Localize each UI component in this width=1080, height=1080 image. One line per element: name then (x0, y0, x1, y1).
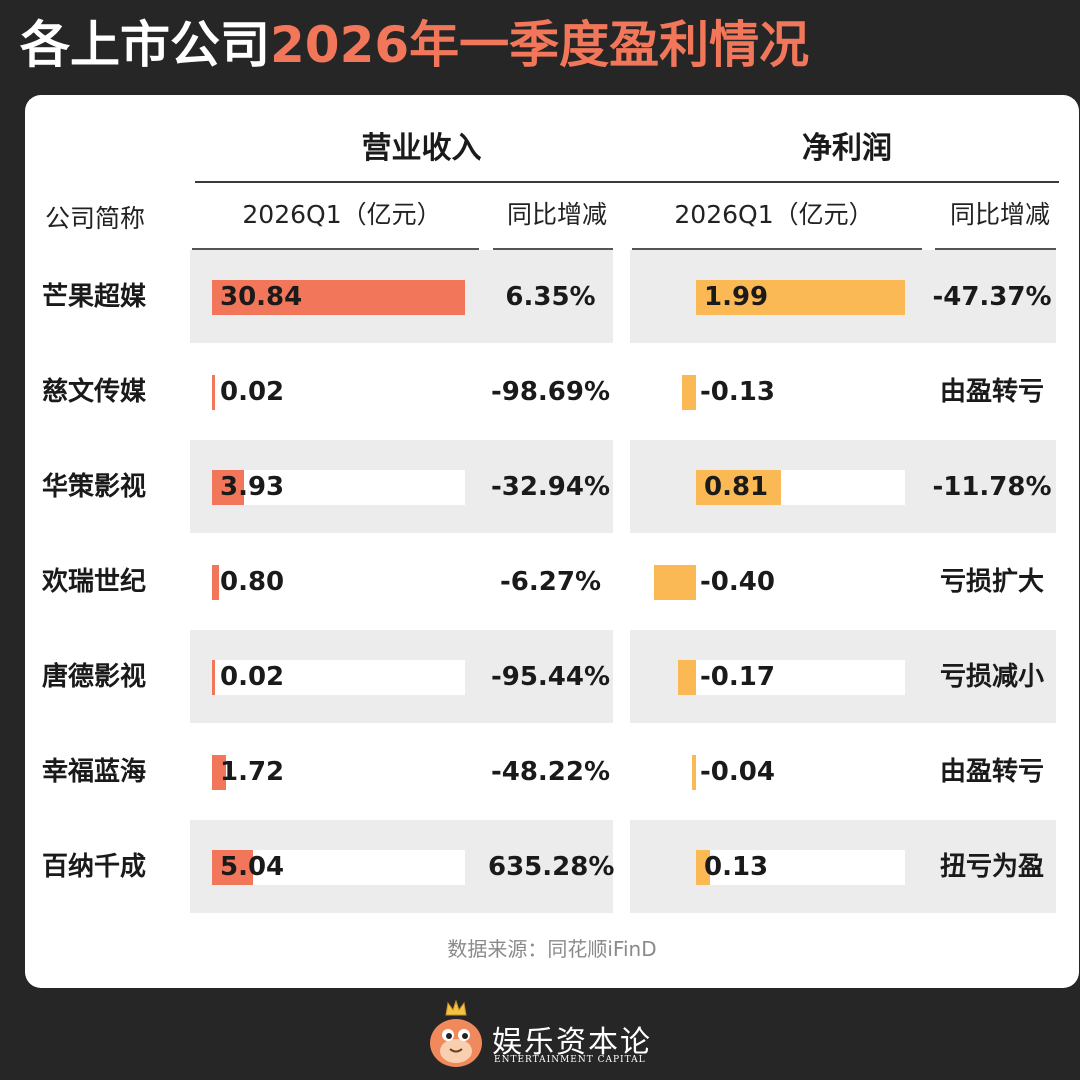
company-name: 芒果超媒 (42, 281, 147, 312)
revenue-bar-cell: 5.04 (212, 849, 465, 885)
profit-value-label: -0.13 (700, 376, 775, 407)
revenue-bar (212, 659, 215, 695)
profit-bar-cell: -0.04 (655, 754, 905, 790)
profit-value-label: 0.81 (704, 471, 769, 502)
revenue-bar (212, 754, 227, 790)
profit-group-header: 净利润 (802, 131, 892, 166)
revenue-bar-cell: 0.80 (212, 564, 465, 600)
revenue-value-underline (192, 248, 479, 250)
revenue-bar-track (212, 659, 465, 695)
profit-change: 由盈转亏 (939, 376, 1044, 407)
revenue-value-label: 5.04 (220, 851, 285, 882)
profit-bar-cell: -0.17 (655, 659, 905, 695)
profit-bar (691, 754, 696, 790)
profit-group-divider (637, 181, 1059, 183)
revenue-value-label: 3.93 (220, 471, 285, 502)
revenue-value-column-header: 2026Q1（亿元） (242, 200, 442, 229)
company-name: 唐德影视 (42, 661, 147, 692)
profit-change: 亏损扩大 (939, 566, 1044, 597)
revenue-group-header: 营业收入 (361, 131, 482, 166)
profit-value-label: -0.17 (700, 661, 775, 692)
profit-bar-cell: 0.81 (655, 469, 905, 505)
profit-bar-track (696, 374, 905, 410)
company-name: 华策影视 (42, 471, 147, 502)
revenue-change: -6.27% (500, 566, 601, 597)
revenue-change: -95.44% (490, 661, 611, 692)
company-name: 幸福蓝海 (42, 756, 147, 787)
profit-bar-cell: -0.13 (655, 374, 905, 410)
profit-change: 由盈转亏 (939, 756, 1044, 787)
revenue-bar-track (212, 564, 465, 600)
page-title: 各上市公司2026年一季度盈利情况 (20, 10, 809, 80)
company-name: 欢瑞世纪 (42, 566, 147, 597)
profit-bar-track (696, 849, 905, 885)
profit-value-label: -0.04 (700, 756, 775, 787)
revenue-bar (212, 849, 254, 885)
profit-bar (696, 279, 905, 315)
profit-change-underline (935, 248, 1056, 250)
data-card: 营业收入 净利润 公司简称 2026Q1（亿元） 同比增减 2026Q1（亿元）… (25, 95, 1079, 988)
revenue-change: -32.94% (490, 471, 611, 502)
revenue-bar-track (212, 469, 465, 505)
revenue-value-label: 0.02 (220, 661, 285, 692)
profit-change: 亏损减小 (939, 661, 1044, 692)
revenue-bar-cell: 0.02 (212, 374, 465, 410)
revenue-bar-cell: 3.93 (212, 469, 465, 505)
revenue-value-label: 30.84 (220, 281, 303, 312)
profit-change: -11.78% (932, 471, 1052, 502)
profit-value-label: 0.13 (704, 851, 769, 882)
revenue-bar (212, 374, 215, 410)
brand-subtitle: ENTERTAINMENT CAPITAL (494, 1055, 646, 1065)
mascot-logo-icon (430, 999, 482, 1067)
revenue-bar (212, 469, 245, 505)
revenue-group-divider (195, 181, 648, 183)
brand-name: 娱乐资本论 (492, 1025, 652, 1060)
profit-bar (696, 469, 782, 505)
profit-bar (678, 659, 696, 695)
revenue-change: 635.28% (488, 851, 615, 882)
revenue-change-column-header: 同比增减 (506, 200, 607, 229)
revenue-bar-track (212, 754, 465, 790)
revenue-bar (212, 564, 219, 600)
profit-change: -47.37% (932, 281, 1052, 312)
profit-value-column-header: 2026Q1（亿元） (674, 200, 874, 229)
profit-change-column-header: 同比增减 (949, 200, 1050, 229)
profit-bar (654, 564, 696, 600)
revenue-change: -48.22% (490, 756, 611, 787)
profit-bar-track (696, 659, 905, 695)
title-part1: 各上市公司 (20, 16, 270, 74)
profit-bar-track (696, 754, 905, 790)
company-name: 慈文传媒 (42, 376, 147, 407)
company-name: 百纳千成 (42, 851, 147, 882)
company-column-header: 公司简称 (44, 204, 145, 233)
brand-footer: 娱乐资本论 ENTERTAINMENT CAPITAL (0, 995, 1080, 1075)
revenue-change-underline (493, 248, 613, 250)
profit-value-label: 1.99 (704, 281, 769, 312)
profit-bar (682, 374, 696, 410)
profit-bar-cell: 1.99 (655, 279, 905, 315)
profit-bar (696, 849, 710, 885)
revenue-change: -98.69% (490, 376, 611, 407)
profit-value-label: -0.40 (700, 566, 775, 597)
revenue-value-label: 0.80 (220, 566, 285, 597)
revenue-bar-cell: 30.84 (212, 279, 465, 315)
profit-bar-cell: -0.40 (654, 564, 905, 600)
title-part2: 2026年一季度盈利情况 (270, 16, 810, 74)
profit-value-underline (632, 248, 922, 250)
revenue-bar-cell: 0.02 (212, 659, 465, 695)
profit-bar-track (696, 564, 905, 600)
revenue-change: 6.35% (505, 281, 596, 312)
revenue-bar-track (212, 849, 465, 885)
revenue-value-label: 0.02 (220, 376, 285, 407)
revenue-bar-cell: 1.72 (212, 754, 465, 790)
revenue-value-label: 1.72 (220, 756, 285, 787)
data-source: 数据来源：同花顺iFinD (447, 937, 657, 961)
profit-change: 扭亏为盈 (939, 851, 1044, 882)
revenue-bar (212, 279, 465, 315)
profit-bar-cell: 0.13 (655, 849, 905, 885)
revenue-bar-track (212, 374, 465, 410)
